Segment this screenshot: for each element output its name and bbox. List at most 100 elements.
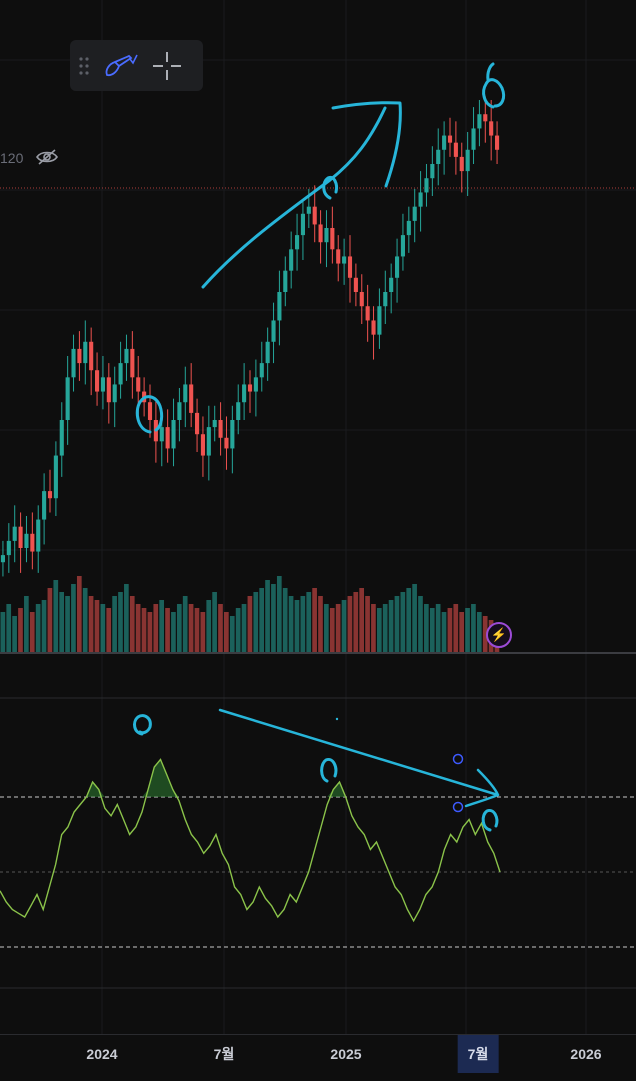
time-label-2026: 2026 bbox=[570, 1046, 602, 1062]
drawn-circle-osc-3[interactable] bbox=[481, 808, 499, 832]
volume-bar bbox=[282, 588, 288, 652]
candle-body bbox=[330, 228, 335, 250]
volume-bar bbox=[424, 604, 429, 652]
volume-bar bbox=[329, 608, 335, 652]
anchor-point-top[interactable] bbox=[452, 753, 464, 765]
candle-body bbox=[247, 384, 253, 392]
volume-bar bbox=[6, 604, 12, 652]
drawing-anchors[interactable] bbox=[452, 753, 464, 813]
brush-tool-button[interactable] bbox=[98, 46, 144, 86]
price-label-row: 120 bbox=[0, 148, 59, 168]
candle-body bbox=[59, 420, 64, 456]
anchor-point-bottom[interactable] bbox=[452, 801, 464, 813]
drawn-circle-peak-3[interactable] bbox=[482, 62, 506, 109]
volume-bar bbox=[106, 608, 112, 652]
volume-bar bbox=[112, 596, 117, 652]
grid-lines bbox=[0, 0, 636, 1034]
candle-body bbox=[383, 292, 388, 307]
user-drawings[interactable] bbox=[133, 62, 506, 832]
volume-bar bbox=[76, 576, 82, 652]
candle-body bbox=[212, 420, 217, 428]
drawn-circle-osc-2[interactable] bbox=[320, 757, 338, 783]
drawn-circle-peak-1[interactable] bbox=[135, 395, 164, 434]
bolt-action-button[interactable]: ⚡ bbox=[486, 622, 512, 648]
time-axis[interactable]: 2024 7월 2025 7월 2026 bbox=[0, 1034, 636, 1081]
candle-body bbox=[112, 384, 117, 403]
candle-body bbox=[106, 377, 111, 403]
candle-body bbox=[365, 306, 370, 321]
candle-body bbox=[389, 277, 394, 292]
drawn-circle-peak-2[interactable] bbox=[322, 175, 338, 200]
volume-bar bbox=[265, 580, 270, 652]
volume-bar bbox=[212, 592, 217, 652]
candle-body bbox=[453, 142, 458, 157]
volume-bar bbox=[224, 612, 229, 652]
time-label-2024: 2024 bbox=[86, 1046, 118, 1062]
drawn-circle-osc-1[interactable] bbox=[133, 714, 152, 736]
volume-bar bbox=[82, 588, 88, 652]
candle-body bbox=[406, 220, 411, 236]
candle-body bbox=[189, 384, 194, 413]
volume-bar bbox=[359, 588, 365, 652]
eye-off-icon[interactable] bbox=[35, 148, 59, 169]
candle-body bbox=[289, 249, 294, 271]
crosshair-tool-button[interactable] bbox=[144, 46, 190, 86]
hidden-value-label: 120 bbox=[0, 150, 24, 166]
volume-bar bbox=[188, 604, 194, 652]
drawing-toolbar bbox=[70, 40, 203, 91]
candle-body bbox=[118, 363, 123, 385]
candle-body bbox=[418, 192, 423, 207]
volume-bar bbox=[371, 604, 376, 652]
candle-body bbox=[36, 519, 41, 552]
volume-bar bbox=[335, 604, 341, 652]
candle-body bbox=[371, 320, 376, 335]
candle-body bbox=[159, 427, 164, 442]
candle-body bbox=[224, 437, 229, 449]
volume-bar bbox=[141, 608, 147, 652]
brush-icon bbox=[105, 54, 138, 76]
volume-bar bbox=[165, 608, 170, 652]
volume-bar bbox=[312, 588, 317, 652]
volume-bar bbox=[453, 604, 459, 652]
candle-body bbox=[489, 121, 494, 136]
volume-bar bbox=[300, 596, 306, 652]
volume-bar bbox=[406, 588, 412, 652]
candle-body bbox=[95, 370, 100, 392]
volume-bar bbox=[0, 612, 6, 652]
volume-bar bbox=[135, 604, 141, 652]
volume-bar bbox=[276, 576, 282, 652]
candle-body bbox=[283, 270, 288, 292]
volume-bar bbox=[347, 596, 353, 652]
candle-body bbox=[47, 491, 53, 499]
candle-body bbox=[218, 420, 223, 438]
candle-body bbox=[347, 256, 353, 278]
candle-body bbox=[0, 555, 6, 563]
volume-bar bbox=[129, 596, 135, 652]
volume-bar bbox=[306, 592, 312, 652]
volume-bar bbox=[147, 612, 153, 652]
candle-body bbox=[495, 135, 500, 150]
volume-bar bbox=[59, 592, 65, 652]
candle-body bbox=[171, 420, 176, 449]
candle-body bbox=[18, 526, 23, 548]
volume-bar bbox=[241, 604, 247, 652]
candle-body bbox=[165, 427, 170, 449]
candle-body bbox=[136, 377, 141, 392]
drawn-down-trend-arrow[interactable] bbox=[218, 708, 500, 808]
chart-canvas[interactable] bbox=[0, 0, 636, 1034]
candle-body bbox=[295, 235, 300, 250]
volume-bar bbox=[94, 600, 100, 652]
volume-bar bbox=[247, 596, 253, 652]
volume-bar bbox=[447, 608, 453, 652]
candle-body bbox=[30, 533, 35, 552]
candle-body bbox=[89, 341, 94, 371]
drag-grip-icon[interactable] bbox=[70, 40, 98, 91]
volume-bar bbox=[400, 592, 406, 652]
volume-bar bbox=[294, 600, 300, 652]
drawn-up-arrow[interactable] bbox=[201, 101, 402, 289]
volume-bar bbox=[88, 596, 94, 652]
candle-body bbox=[471, 128, 476, 150]
volume-bar bbox=[435, 604, 441, 652]
volume-bar bbox=[341, 600, 347, 652]
volume-bar bbox=[394, 596, 400, 652]
